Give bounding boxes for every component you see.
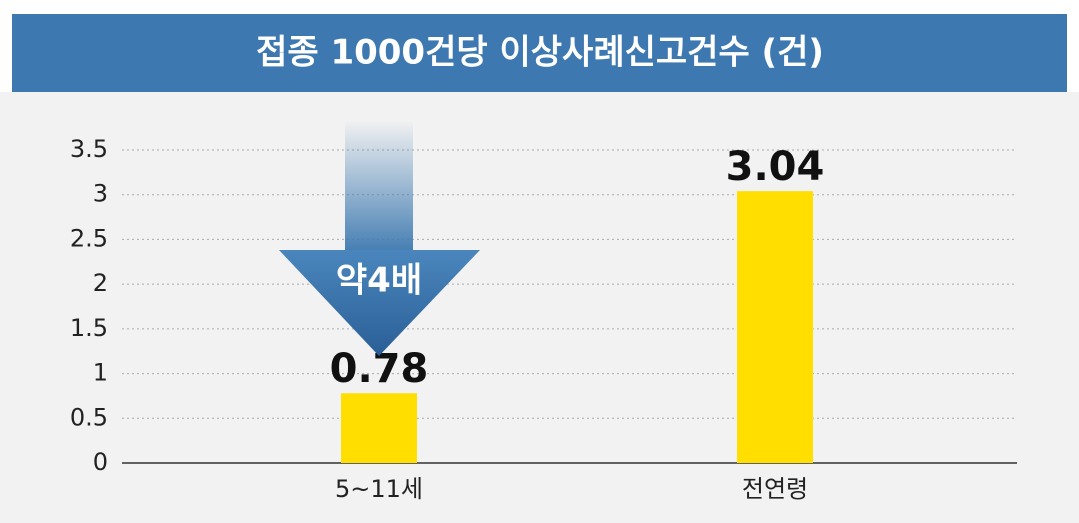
grid: 0 0.5 1 1.5 2 2.5 3 3.5 bbox=[70, 135, 1017, 476]
y-tick-label: 2 bbox=[93, 269, 108, 297]
y-tick-label: 0.5 bbox=[70, 403, 108, 431]
plot-background bbox=[0, 92, 1079, 523]
y-tick-label: 2.5 bbox=[70, 224, 108, 252]
arrow-head bbox=[279, 250, 480, 356]
annotation: 약4배 bbox=[336, 261, 422, 301]
title-banner bbox=[12, 14, 1067, 92]
x-tick-label: 5~11세 bbox=[335, 475, 423, 503]
arrow: 약4배 bbox=[279, 120, 480, 356]
y-tick-label: 1 bbox=[93, 359, 108, 387]
arrow-stem bbox=[345, 120, 413, 251]
chart-title: 접종 1000건당 이상사례신고건수 (건) bbox=[256, 33, 824, 73]
data-label: 3.04 bbox=[726, 144, 825, 190]
bar bbox=[737, 191, 813, 463]
x-tick-label: 전연령 bbox=[742, 475, 808, 503]
y-tick-label: 0 bbox=[93, 448, 108, 476]
bar bbox=[341, 393, 417, 463]
y-tick-label: 1.5 bbox=[70, 314, 108, 342]
y-tick-label: 3.5 bbox=[70, 135, 108, 163]
y-tick-label: 3 bbox=[93, 180, 108, 208]
